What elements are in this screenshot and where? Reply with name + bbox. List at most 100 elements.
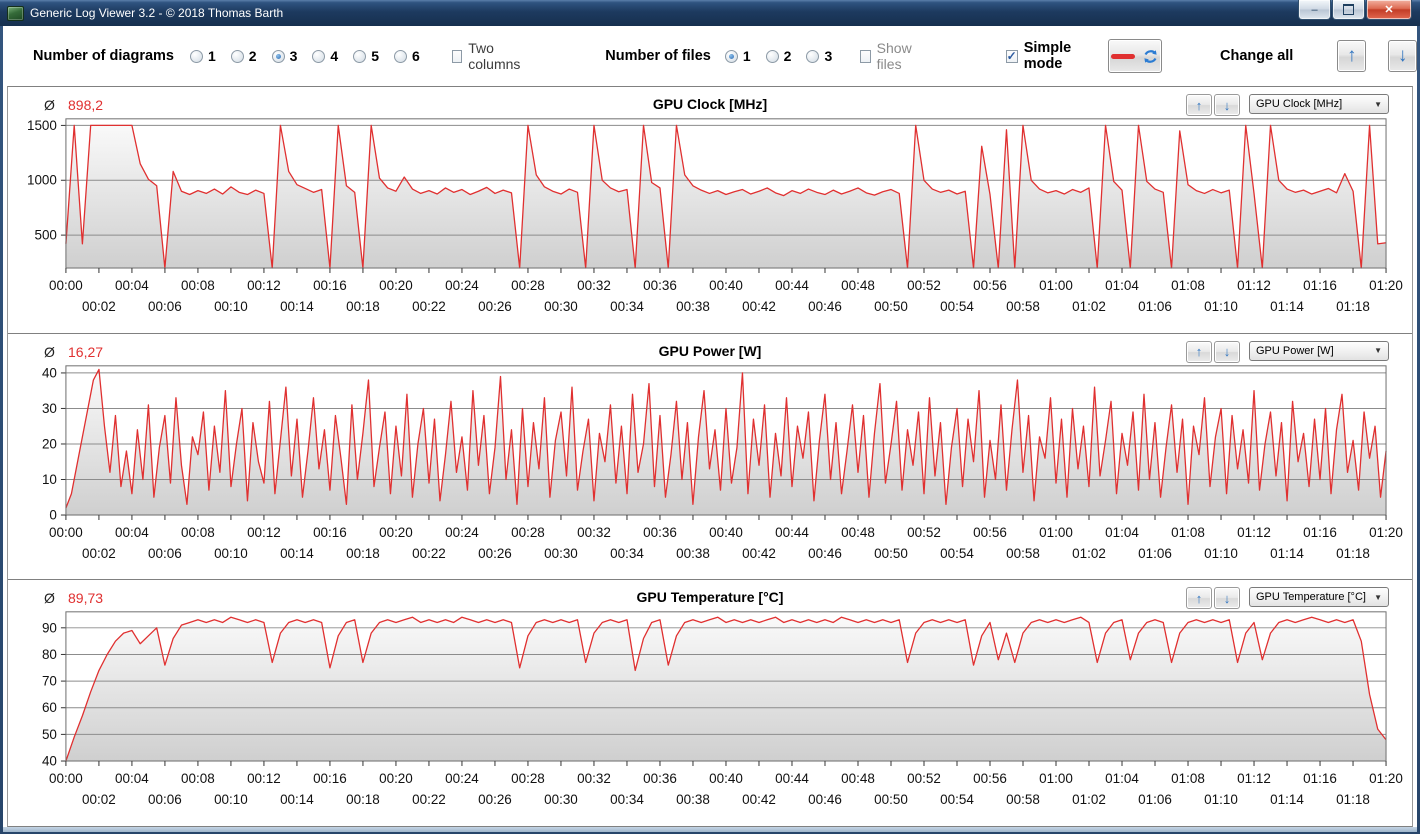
diagrams-radio-6[interactable]: 6 bbox=[394, 48, 420, 64]
diagrams-radio-5[interactable]: 5 bbox=[353, 48, 379, 64]
files-radio-1[interactable]: 1 bbox=[725, 48, 751, 64]
y-tick-label: 80 bbox=[42, 647, 57, 662]
radio-icon[interactable] bbox=[190, 50, 203, 63]
files-radio-2[interactable]: 2 bbox=[766, 48, 792, 64]
x-tick-label: 00:08 bbox=[181, 525, 215, 540]
x-tick-label: 00:54 bbox=[940, 792, 974, 807]
x-tick-label: 00:10 bbox=[214, 299, 248, 314]
x-tick-label: 01:18 bbox=[1336, 792, 1370, 807]
radio-icon[interactable] bbox=[394, 50, 407, 63]
simple-mode-checkbox-box[interactable]: ✓ bbox=[1006, 50, 1018, 63]
x-tick-label: 00:10 bbox=[214, 792, 248, 807]
simple-mode-label: Simple mode bbox=[1024, 40, 1092, 72]
x-tick-label: 00:30 bbox=[544, 792, 578, 807]
radio-label: 4 bbox=[330, 48, 338, 64]
move-chart-down-button[interactable]: ↓ bbox=[1214, 94, 1240, 116]
x-tick-label: 01:04 bbox=[1105, 525, 1139, 540]
x-tick-label: 00:38 bbox=[676, 545, 710, 560]
change-all-up-button[interactable]: ↑ bbox=[1337, 40, 1366, 72]
show-files-checkbox-box[interactable] bbox=[860, 50, 870, 63]
x-tick-label: 01:12 bbox=[1237, 771, 1271, 786]
x-tick-label: 01:04 bbox=[1105, 771, 1139, 786]
x-tick-label: 00:22 bbox=[412, 792, 446, 807]
diagrams-radio-4[interactable]: 4 bbox=[312, 48, 338, 64]
y-tick-label: 1000 bbox=[27, 173, 57, 188]
signal-select-dropdown[interactable]: GPU Temperature [°C] ▼ bbox=[1249, 587, 1389, 607]
down-arrow-icon: ↓ bbox=[1224, 98, 1231, 113]
chevron-down-icon: ▼ bbox=[1374, 593, 1382, 602]
x-tick-label: 00:40 bbox=[709, 278, 743, 293]
x-tick-label: 01:06 bbox=[1138, 299, 1172, 314]
change-all-down-button[interactable]: ↓ bbox=[1388, 40, 1417, 72]
chart-panel-gpu-power: 01020304000:0000:0200:0400:0600:0800:100… bbox=[8, 333, 1412, 580]
x-tick-label: 00:16 bbox=[313, 771, 347, 786]
move-chart-up-button[interactable]: ↑ bbox=[1186, 341, 1212, 363]
x-tick-label: 00:14 bbox=[280, 545, 314, 560]
two-columns-checkbox[interactable]: Two columns bbox=[452, 40, 532, 72]
radio-icon[interactable] bbox=[725, 50, 738, 63]
average-symbol: Ø bbox=[44, 344, 55, 360]
move-chart-up-button[interactable]: ↑ bbox=[1186, 94, 1212, 116]
x-tick-label: 00:26 bbox=[478, 792, 512, 807]
radio-icon[interactable] bbox=[806, 50, 819, 63]
up-arrow-icon: ↑ bbox=[1196, 591, 1203, 606]
radio-label: 5 bbox=[371, 48, 379, 64]
files-radio-3[interactable]: 3 bbox=[806, 48, 832, 64]
x-tick-label: 00:06 bbox=[148, 299, 182, 314]
radio-icon[interactable] bbox=[353, 50, 366, 63]
move-chart-down-button[interactable]: ↓ bbox=[1214, 587, 1240, 609]
x-tick-label: 00:06 bbox=[148, 792, 182, 807]
average-value: 89,73 bbox=[68, 590, 103, 606]
x-tick-label: 00:14 bbox=[280, 792, 314, 807]
x-tick-label: 00:44 bbox=[775, 525, 809, 540]
x-tick-label: 00:50 bbox=[874, 299, 908, 314]
x-tick-label: 00:28 bbox=[511, 278, 545, 293]
x-tick-label: 00:58 bbox=[1006, 792, 1040, 807]
x-tick-label: 00:18 bbox=[346, 792, 380, 807]
radio-icon[interactable] bbox=[766, 50, 779, 63]
x-tick-label: 00:02 bbox=[82, 792, 116, 807]
diagrams-radio-3[interactable]: 3 bbox=[272, 48, 298, 64]
x-tick-label: 01:00 bbox=[1039, 278, 1073, 293]
x-tick-label: 00:14 bbox=[280, 299, 314, 314]
diagrams-radio-group: 123 4 56 bbox=[190, 48, 420, 64]
x-tick-label: 00:00 bbox=[49, 278, 83, 293]
x-tick-label: 00:00 bbox=[49, 525, 83, 540]
app-icon bbox=[7, 6, 24, 21]
toolbar: Number of diagrams 123456 Two columns Nu… bbox=[3, 26, 1417, 86]
x-tick-label: 00:04 bbox=[115, 525, 149, 540]
title-bar[interactable]: Generic Log Viewer 3.2 - © 2018 Thomas B… bbox=[0, 0, 1420, 26]
x-tick-label: 01:04 bbox=[1105, 278, 1139, 293]
simple-mode-checkbox[interactable]: ✓ Simple mode bbox=[1006, 40, 1092, 72]
x-tick-label: 01:02 bbox=[1072, 545, 1106, 560]
close-button[interactable]: ✕ bbox=[1366, 0, 1412, 20]
x-tick-label: 00:42 bbox=[742, 792, 776, 807]
signal-select-dropdown[interactable]: GPU Clock [MHz] ▼ bbox=[1249, 94, 1389, 114]
y-tick-label: 30 bbox=[42, 401, 57, 416]
x-tick-label: 00:08 bbox=[181, 278, 215, 293]
x-tick-label: 00:18 bbox=[346, 299, 380, 314]
x-tick-label: 00:12 bbox=[247, 278, 281, 293]
x-tick-label: 00:46 bbox=[808, 299, 842, 314]
radio-icon[interactable] bbox=[272, 50, 285, 63]
line-color-refresh-button[interactable] bbox=[1108, 39, 1162, 73]
signal-select-dropdown[interactable]: GPU Power [W] ▼ bbox=[1249, 341, 1389, 361]
x-tick-label: 00:02 bbox=[82, 299, 116, 314]
radio-icon[interactable] bbox=[312, 50, 325, 63]
x-tick-label: 00:52 bbox=[907, 525, 941, 540]
two-columns-checkbox-box[interactable] bbox=[452, 50, 462, 63]
gpu-power-plot: 01020304000:0000:0200:0400:0600:0800:100… bbox=[8, 334, 1412, 580]
move-chart-up-button[interactable]: ↑ bbox=[1186, 587, 1212, 609]
radio-icon[interactable] bbox=[231, 50, 244, 63]
x-tick-label: 01:20 bbox=[1369, 525, 1403, 540]
show-files-checkbox[interactable]: Show files bbox=[860, 40, 925, 72]
maximize-button[interactable] bbox=[1332, 0, 1365, 20]
x-tick-label: 00:00 bbox=[49, 771, 83, 786]
x-tick-label: 00:46 bbox=[808, 792, 842, 807]
diagrams-radio-2[interactable]: 2 bbox=[231, 48, 257, 64]
x-tick-label: 00:52 bbox=[907, 771, 941, 786]
move-chart-down-button[interactable]: ↓ bbox=[1214, 341, 1240, 363]
diagrams-radio-1[interactable]: 1 bbox=[190, 48, 216, 64]
minimize-button[interactable]: – bbox=[1298, 0, 1331, 20]
x-tick-label: 01:14 bbox=[1270, 545, 1304, 560]
